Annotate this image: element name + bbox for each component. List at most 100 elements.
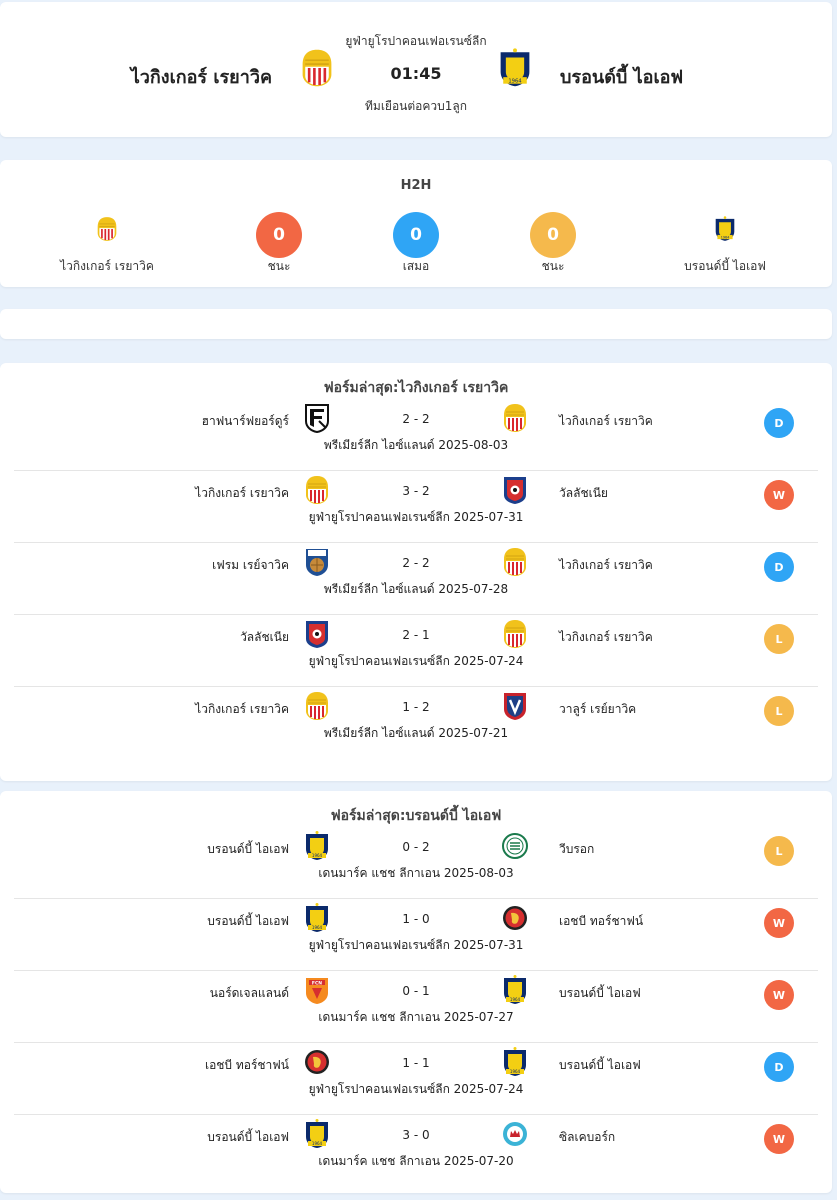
result-badge: D xyxy=(764,408,794,438)
draws-circle: 0 xyxy=(393,212,439,258)
vikingur-badge-icon xyxy=(96,216,118,242)
home-wins-label: ชนะ xyxy=(267,259,291,273)
vllaznia-badge-icon xyxy=(502,475,528,505)
match-row[interactable]: ไวกิงเกอร์ เรยาวิค 1 - 2 วาลูร์ เรย์ยาวิคพ… xyxy=(14,687,818,759)
row-home-team[interactable]: ฮาฟนาร์ฟยอร์ดูร์ xyxy=(201,414,289,428)
row-away-team[interactable]: วาลูร์ เรย์ยาวิค xyxy=(559,702,637,716)
row-away-team[interactable]: เอชบี ทอร์ชาฟน์ xyxy=(559,914,644,928)
row-score: 3 - 2 xyxy=(402,484,430,498)
row-competition-date: พรีเมียร์ลีก ไอซ์แลนด์ 2025-08-03 xyxy=(323,438,509,452)
brondby-badge-icon xyxy=(498,48,532,88)
row-score: 2 - 2 xyxy=(402,412,430,426)
away-wins-label: ชนะ xyxy=(541,259,565,273)
result-badge: D xyxy=(764,1052,794,1082)
row-home-team[interactable]: ไวกิงเกอร์ เรยาวิค xyxy=(195,702,289,716)
h2h-away-team: บรอนด์บี้ ไอเอฟ xyxy=(645,212,805,273)
row-home-team[interactable]: เฟรม เรย์จาวิค xyxy=(212,558,289,572)
row-home-team[interactable]: นอร์ดเจลแลนด์ xyxy=(209,986,289,1000)
result-badge: W xyxy=(764,480,794,510)
result-badge: L xyxy=(764,836,794,866)
row-competition-date: เดนมาร์ค แชช ลีกาเอน 2025-07-27 xyxy=(318,1010,514,1024)
league-name: ยูฟ่ายูโรปาคอนเฟอเรนซ์ลีก xyxy=(345,34,487,48)
vikingur-badge-icon xyxy=(304,475,330,505)
row-home-team[interactable]: เอชบี ทอร์ชาฟน์ xyxy=(204,1058,289,1072)
row-competition-date: ยูฟ่ายูโรปาคอนเฟอเรนซ์ลีก 2025-07-24 xyxy=(308,654,524,668)
valur-badge-icon xyxy=(502,691,528,721)
match-row[interactable]: บรอนด์บี้ ไอเอฟ 0 - 2 วีบรอกเดนมาร์ค แชช ล… xyxy=(14,827,818,899)
match-row[interactable]: บรอนด์บี้ ไอเอฟ 3 - 0 ซิลเคบอร์กเดนมาร์ค แ… xyxy=(14,1115,818,1187)
match-row[interactable]: วัลลัชเนีย 2 - 1 ไวกิงเกอร์ เรยาวิคยูฟ่ายู… xyxy=(14,615,818,687)
draws-label: เสมอ xyxy=(402,259,430,273)
result-badge: L xyxy=(764,696,794,726)
row-score: 3 - 0 xyxy=(402,1128,430,1142)
form-away-card: ฟอร์มล่าสุด:บรอนด์บี้ ไอเอฟ บรอนด์บี้ ไอ… xyxy=(0,791,832,1193)
row-home-team[interactable]: บรอนด์บี้ ไอเอฟ xyxy=(207,1130,289,1144)
match-row[interactable]: ฮาฟนาร์ฟยอร์ดูร์ 2 - 2 ไวกิงเกอร์ เรยาวิคพ… xyxy=(14,399,818,471)
row-score: 2 - 2 xyxy=(402,556,430,570)
h2h-home-wins: 0 ชนะ xyxy=(199,212,359,273)
h2h-home-team: ไวกิงเกอร์ เรยาวิค xyxy=(27,212,187,273)
row-competition-date: พรีเมียร์ลีก ไอซ์แลนด์ 2025-07-21 xyxy=(323,726,509,740)
brondby-badge-icon xyxy=(502,975,528,1005)
row-competition-date: ยูฟ่ายูโรปาคอนเฟอเรนซ์ลีก 2025-07-31 xyxy=(308,938,524,952)
row-away-team[interactable]: ไวกิงเกอร์ เรยาวิค xyxy=(559,630,653,644)
handicap-note: ทีมเยือนต่อควบ1ลูก xyxy=(365,99,467,113)
row-competition-date: เดนมาร์ค แชช ลีกาเอน 2025-07-20 xyxy=(318,1154,514,1168)
row-away-team[interactable]: วีบรอก xyxy=(559,842,595,856)
fh-badge-icon xyxy=(304,403,330,433)
row-away-team[interactable]: บรอนด์บี้ ไอเอฟ xyxy=(559,1058,641,1072)
match-row[interactable]: เฟรม เรย์จาวิค 2 - 2 ไวกิงเกอร์ เรยาวิคพรี… xyxy=(14,543,818,615)
row-away-team[interactable]: ไวกิงเกอร์ เรยาวิค xyxy=(559,414,653,428)
row-score: 0 - 1 xyxy=(402,984,430,998)
empty-section xyxy=(0,309,832,339)
form-away-list: บรอนด์บี้ ไอเอฟ 0 - 2 วีบรอกเดนมาร์ค แชช ล… xyxy=(0,827,832,1187)
match-time: 01:45 xyxy=(390,64,442,83)
fram-badge-icon xyxy=(304,547,330,577)
viborg-badge-icon xyxy=(502,831,528,861)
vikingur-badge-icon xyxy=(502,619,528,649)
row-competition-date: เดนมาร์ค แชช ลีกาเอน 2025-08-03 xyxy=(318,866,514,880)
form-home-card: ฟอร์มล่าสุด:ไวกิงเกอร์ เรยาวิค ฮาฟนาร์ฟย… xyxy=(0,363,832,781)
row-home-team[interactable]: วัลลัชเนีย xyxy=(240,630,289,644)
h2h-home-team-label: ไวกิงเกอร์ เรยาวิค xyxy=(60,259,154,273)
result-badge: L xyxy=(764,624,794,654)
row-away-team[interactable]: วัลลัชเนีย xyxy=(559,486,608,500)
row-competition-date: ยูฟ่ายูโรปาคอนเฟอเรนซ์ลีก 2025-07-31 xyxy=(308,510,524,524)
h2h-title: H2H xyxy=(400,178,432,193)
h2h-draws: 0 เสมอ xyxy=(336,212,496,273)
away-team-name[interactable]: บรอนด์บี้ ไอเอฟ xyxy=(560,67,684,88)
hb-badge-icon xyxy=(502,903,528,933)
result-badge: W xyxy=(764,980,794,1010)
row-away-team[interactable]: บรอนด์บี้ ไอเอฟ xyxy=(559,986,641,1000)
result-badge: W xyxy=(764,908,794,938)
row-score: 1 - 0 xyxy=(402,912,430,926)
vikingur-badge-icon xyxy=(304,691,330,721)
brondby-badge-icon xyxy=(304,1119,330,1149)
row-competition-date: พรีเมียร์ลีก ไอซ์แลนด์ 2025-07-28 xyxy=(323,582,509,596)
row-away-team[interactable]: ซิลเคบอร์ก xyxy=(559,1130,616,1144)
h2h-away-wins: 0 ชนะ xyxy=(473,212,633,273)
row-home-team[interactable]: บรอนด์บี้ ไอเอฟ xyxy=(207,842,289,856)
row-competition-date: ยูฟ่ายูโรปาคอนเฟอเรนซ์ลีก 2025-07-24 xyxy=(308,1082,524,1096)
result-badge: W xyxy=(764,1124,794,1154)
match-header-card: ยูฟ่ายูโรปาคอนเฟอเรนซ์ลีก ไวกิงเกอร์ เรย… xyxy=(0,2,832,137)
form-home-list: ฮาฟนาร์ฟยอร์ดูร์ 2 - 2 ไวกิงเกอร์ เรยาวิคพ… xyxy=(0,399,832,759)
brondby-badge-icon xyxy=(502,1047,528,1077)
hb-badge-icon xyxy=(304,1047,330,1077)
vikingur-badge-icon xyxy=(502,547,528,577)
result-badge: D xyxy=(764,552,794,582)
row-score: 1 - 1 xyxy=(402,1056,430,1070)
row-home-team[interactable]: บรอนด์บี้ ไอเอฟ xyxy=(207,914,289,928)
vllaznia-badge-icon xyxy=(304,619,330,649)
match-row[interactable]: นอร์ดเจลแลนด์ 0 - 1 บรอนด์บี้ ไอเอฟเดนมาร์… xyxy=(14,971,818,1043)
match-row[interactable]: บรอนด์บี้ ไอเอฟ 1 - 0 เอชบี ทอร์ชาฟน์ยูฟ่า… xyxy=(14,899,818,971)
match-row[interactable]: เอชบี ทอร์ชาฟน์ 1 - 1 บรอนด์บี้ ไอเอฟยูฟ่า… xyxy=(14,1043,818,1115)
match-row[interactable]: ไวกิงเกอร์ เรยาวิค 3 - 2 วัลลัชเนียยูฟ่ายู… xyxy=(14,471,818,543)
away-wins-circle: 0 xyxy=(530,212,576,258)
form-away-title: ฟอร์มล่าสุด:บรอนด์บี้ ไอเอฟ xyxy=(330,808,502,824)
row-home-team[interactable]: ไวกิงเกอร์ เรยาวิค xyxy=(195,486,289,500)
row-score: 2 - 1 xyxy=(402,628,430,642)
home-team-name[interactable]: ไวกิงเกอร์ เรยาวิค xyxy=(130,67,272,88)
row-away-team[interactable]: ไวกิงเกอร์ เรยาวิค xyxy=(559,558,653,572)
row-score: 0 - 2 xyxy=(402,840,430,854)
